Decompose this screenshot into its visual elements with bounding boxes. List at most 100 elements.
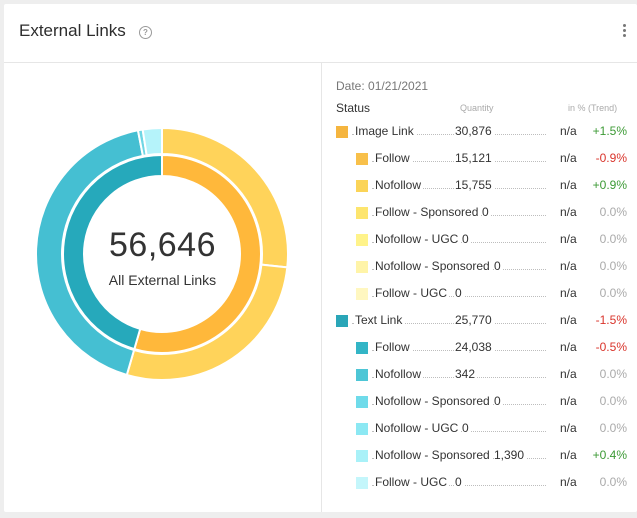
inner-ring-segment[interactable]: [62, 153, 163, 351]
legend-quantity: 0: [494, 394, 503, 408]
panel-divider: [321, 63, 322, 512]
legend-trend: 0.0%: [599, 367, 627, 381]
legend-quantity: 0: [455, 286, 464, 300]
legend-quantity: 0: [455, 475, 464, 489]
total-links-label: All External Links: [108, 272, 217, 288]
legend-quantity: 0: [494, 259, 503, 273]
legend-row[interactable]: Nofollow - Sponsored 1,390 n/a +0.4%: [322, 448, 637, 475]
legend-label: Image Link: [355, 124, 416, 138]
status-column-header: Status: [336, 101, 371, 115]
question-mark-icon[interactable]: ?: [139, 26, 152, 39]
legend-na: n/a: [560, 151, 577, 165]
outer-ring-segment[interactable]: [141, 126, 163, 157]
external-links-card: External Links ? 56,646 All External Lin…: [4, 4, 637, 512]
legend-trend: 0.0%: [599, 286, 627, 300]
donut-chart-area: 56,646 All External Links: [4, 63, 321, 512]
legend-row[interactable]: Nofollow - UGC 0 n/a 0.0%: [322, 232, 637, 259]
legend-trend: 0.0%: [599, 232, 627, 246]
legend-quantity: 15,121: [455, 151, 494, 165]
legend-row[interactable]: Text Link 25,770 n/a -1.5%: [322, 313, 637, 340]
legend-swatch: [356, 396, 368, 408]
legend-label: Nofollow: [375, 178, 424, 192]
legend-na: n/a: [560, 340, 577, 354]
legend-label: Nofollow - Sponsored: [375, 394, 492, 408]
legend-quantity: 24,038: [455, 340, 494, 354]
legend-na: n/a: [560, 448, 577, 462]
legend-swatch: [356, 342, 368, 354]
legend-swatch: [356, 153, 368, 165]
legend-label: Nofollow - Sponsored: [375, 259, 492, 273]
legend-quantity: 0: [462, 421, 471, 435]
legend-swatch: [356, 477, 368, 489]
legend-trend: +0.4%: [592, 448, 627, 462]
legend-label: Follow - Sponsored: [375, 205, 481, 219]
legend-swatch: [356, 423, 368, 435]
date-label: Date: 01/21/2021: [336, 79, 429, 93]
legend-label: Nofollow: [375, 367, 424, 381]
legend-swatch: [356, 180, 368, 192]
legend-row[interactable]: Nofollow - UGC 0 n/a 0.0%: [322, 421, 637, 448]
legend-trend: -0.9%: [595, 151, 627, 165]
legend-panel: Date: 01/21/2021 Status Quantity in % (T…: [322, 63, 637, 512]
legend-swatch: [356, 288, 368, 300]
legend-trend: +1.5%: [592, 124, 627, 138]
legend-trend: -1.5%: [595, 313, 627, 327]
legend-row[interactable]: Nofollow - Sponsored 0 n/a 0.0%: [322, 259, 637, 286]
legend-quantity: 0: [482, 205, 491, 219]
legend-na: n/a: [560, 367, 577, 381]
legend-row[interactable]: Follow 15,121 n/a -0.9%: [322, 151, 637, 178]
legend-swatch: [336, 315, 348, 327]
legend-label: Nofollow - UGC: [375, 232, 461, 246]
legend-swatch: [356, 234, 368, 246]
legend-na: n/a: [560, 259, 577, 273]
quantity-column-header: Quantity: [460, 103, 494, 113]
legend-row[interactable]: Follow - UGC 0 n/a 0.0%: [322, 286, 637, 313]
legend-na: n/a: [560, 421, 577, 435]
legend-trend: 0.0%: [599, 205, 627, 219]
legend-label: Follow: [375, 340, 412, 354]
dotted-leader: [352, 323, 546, 324]
legend-na: n/a: [560, 124, 577, 138]
legend-na: n/a: [560, 475, 577, 489]
legend-na: n/a: [560, 178, 577, 192]
legend-na: n/a: [560, 205, 577, 219]
legend-swatch: [356, 369, 368, 381]
legend-trend: 0.0%: [599, 259, 627, 273]
legend-label: Follow - UGC: [375, 475, 450, 489]
donut-chart: [35, 126, 289, 381]
card-header: External Links ?: [4, 4, 637, 63]
legend-quantity: 25,770: [455, 313, 494, 327]
legend-label: Text Link: [355, 313, 405, 327]
legend-row[interactable]: Follow - UGC 0 n/a 0.0%: [322, 475, 637, 502]
legend-row[interactable]: Nofollow 15,755 n/a +0.9%: [322, 178, 637, 205]
legend-row[interactable]: Follow 24,038 n/a -0.5%: [322, 340, 637, 367]
trend-column-header: in % (Trend): [568, 103, 618, 113]
legend-quantity: 0: [462, 232, 471, 246]
kebab-menu-icon[interactable]: [621, 24, 627, 40]
legend-label: Follow - UGC: [375, 286, 450, 300]
legend-na: n/a: [560, 313, 577, 327]
legend-swatch: [356, 207, 368, 219]
legend-swatch: [356, 450, 368, 462]
legend-row[interactable]: Nofollow 342 n/a 0.0%: [322, 367, 637, 394]
legend-quantity: 342: [455, 367, 478, 381]
legend-trend: 0.0%: [599, 394, 627, 408]
dotted-leader: [352, 134, 546, 135]
legend-label: Nofollow - Sponsored: [375, 448, 492, 462]
legend-na: n/a: [560, 286, 577, 300]
legend-trend: -0.5%: [595, 340, 627, 354]
legend-row[interactable]: Image Link 30,876 n/a +1.5%: [322, 124, 637, 151]
legend-na: n/a: [560, 394, 577, 408]
legend-trend: 0.0%: [599, 421, 627, 435]
legend-quantity: 1,390: [494, 448, 527, 462]
legend-trend: 0.0%: [599, 475, 627, 489]
legend-swatch: [336, 126, 348, 138]
legend-quantity: 30,876: [455, 124, 494, 138]
legend-quantity: 15,755: [455, 178, 494, 192]
legend-label: Follow: [375, 151, 412, 165]
legend-row[interactable]: Follow - Sponsored 0 n/a 0.0%: [322, 205, 637, 232]
legend-na: n/a: [560, 232, 577, 246]
card-title: External Links: [19, 21, 126, 40]
legend-row[interactable]: Nofollow - Sponsored 0 n/a 0.0%: [322, 394, 637, 421]
legend-trend: +0.9%: [592, 178, 627, 192]
